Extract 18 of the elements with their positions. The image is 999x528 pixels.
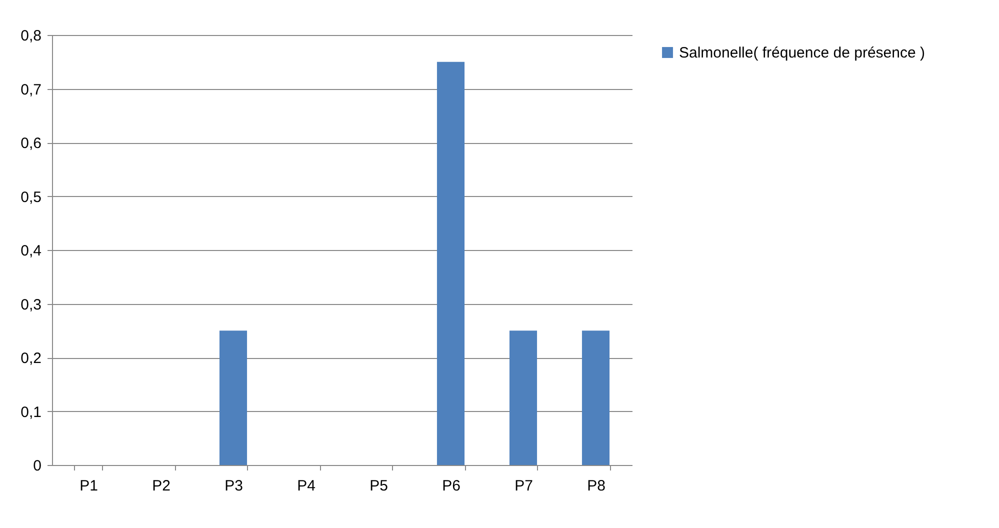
y-tick-label: 0,4	[20, 242, 42, 260]
x-tick-label: P2	[152, 478, 170, 494]
y-tick-label: 0,5	[20, 188, 42, 206]
x-tick-label: P8	[587, 478, 606, 494]
y-tick-label: 0,3	[20, 296, 42, 314]
y-tick-label: 0,2	[20, 350, 42, 367]
y-tick-label: 0,7	[20, 81, 42, 98]
y-tick-label: 0	[33, 458, 42, 474]
legend-label: Salmonelle( fréquence de présence )	[679, 44, 925, 62]
x-tick-label: P5	[370, 478, 388, 494]
x-tick-label: P7	[514, 478, 533, 494]
x-tick-label: P6	[442, 478, 460, 494]
y-tick-label: 0,8	[20, 28, 42, 44]
y-tick-label: 0,1	[20, 404, 42, 421]
x-tick-label: P1	[80, 478, 98, 494]
y-tick-label: 0,6	[20, 135, 42, 152]
x-tick-label: P4	[297, 478, 316, 494]
x-tick-label: P3	[224, 478, 243, 494]
